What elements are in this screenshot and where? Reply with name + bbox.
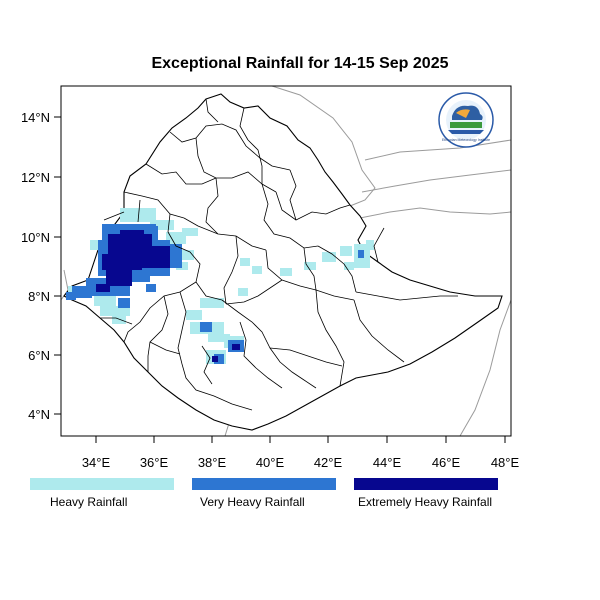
land-icon [450,122,482,128]
y-tick-label: 8°N [28,289,50,304]
x-tick-label: 44°E [373,455,402,470]
x-axis-ticks [95,436,506,443]
x-axis-labels: 34°E 36°E 38°E 40°E 42°E 44°E 46°E 48°E [82,455,520,470]
y-tick-label: 14°N [21,110,50,125]
emi-logo: Ethiopian Meteorology Institute [438,92,494,148]
extremely-heavy-rainfall-cells [96,230,240,362]
map-layer [61,86,511,436]
legend-swatch-very-heavy [192,478,336,490]
neighbor-borders [61,86,511,436]
x-tick-label: 34°E [82,455,111,470]
zone-boundaries [100,98,458,411]
legend-swatch-heavy [30,478,174,490]
x-tick-label: 42°E [314,455,343,470]
gulf-coast [361,169,511,193]
x-tick-label: 46°E [432,455,461,470]
y-tick-label: 4°N [28,407,50,422]
x-tick-label: 38°E [198,455,227,470]
somalia-coast [459,299,511,436]
legend-label-very-heavy: Very Heavy Rainfall [200,495,305,509]
ethiopia-outline [63,93,503,431]
legend-label-extremely-heavy: Extremely Heavy Rainfall [358,495,493,509]
y-tick-label: 6°N [28,348,50,363]
logo-caption: Ethiopian Meteorology Institute [442,138,490,142]
y-axis-labels: 14°N 12°N 10°N 8°N 6°N 4°N [21,110,50,422]
legend-label-heavy: Heavy Rainfall [50,495,128,509]
y-axis-ticks [54,116,61,415]
somaliland-border [359,207,511,219]
x-tick-label: 40°E [256,455,285,470]
y-tick-label: 12°N [21,170,50,185]
legend-swatch-extremely-heavy [354,478,498,490]
x-tick-label: 48°E [491,455,520,470]
map-frame [60,85,512,437]
sun-icon [456,109,470,118]
eritrea-border [271,86,376,209]
map-title: Exceptional Rainfall for 14-15 Sep 2025 [151,55,449,72]
rainfall-cells [66,208,374,364]
x-tick-label: 36°E [140,455,169,470]
y-tick-label: 10°N [21,230,50,245]
red-sea-coast [364,139,511,161]
